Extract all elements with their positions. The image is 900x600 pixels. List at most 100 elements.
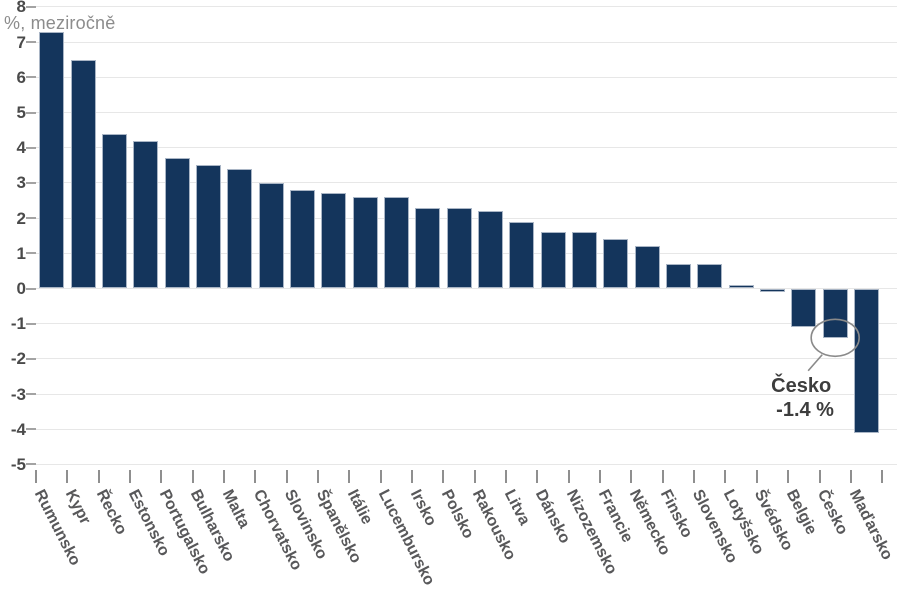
x-axis-tick xyxy=(317,470,320,483)
x-axis-tick xyxy=(97,470,100,483)
bar xyxy=(227,168,253,289)
x-axis-label: Malta xyxy=(218,487,253,532)
x-axis-tick xyxy=(442,470,445,483)
bar xyxy=(822,288,848,338)
x-axis-tick xyxy=(411,470,414,483)
x-axis-tick xyxy=(849,470,852,483)
x-axis-label: Itálie xyxy=(343,487,376,528)
x-axis-tick xyxy=(724,470,727,483)
x-axis-label: Irsko xyxy=(406,487,440,529)
y-axis-label: -3 xyxy=(10,384,26,404)
bar xyxy=(289,189,315,289)
gridline xyxy=(29,393,897,395)
bar xyxy=(39,31,65,289)
x-axis-tick xyxy=(567,470,570,483)
y-axis-tick xyxy=(26,5,36,8)
y-axis-label: 1 xyxy=(16,243,26,263)
annotation-value-label: -1.4 % xyxy=(776,398,834,421)
x-axis-tick xyxy=(693,470,696,483)
y-axis-label: 3 xyxy=(16,173,26,193)
bar xyxy=(133,140,159,289)
x-axis-tick xyxy=(818,470,821,483)
x-axis-tick xyxy=(129,470,132,483)
y-axis-tick xyxy=(26,428,36,431)
bar xyxy=(383,197,409,289)
gridline xyxy=(29,76,897,78)
y-axis-tick xyxy=(26,357,36,360)
bar xyxy=(603,239,629,289)
x-axis-tick xyxy=(285,470,288,483)
y-axis-label: -2 xyxy=(10,349,26,369)
x-axis-tick xyxy=(223,470,226,483)
bar xyxy=(728,284,754,289)
gridline xyxy=(29,323,897,325)
y-axis-label: 4 xyxy=(16,138,26,158)
bar xyxy=(195,165,221,289)
bar xyxy=(101,133,127,289)
gridline xyxy=(29,182,897,184)
bar xyxy=(446,207,472,289)
annotation-country-label: Česko xyxy=(771,374,832,397)
y-axis-tick xyxy=(26,146,36,149)
y-axis-tick xyxy=(26,76,36,79)
bar xyxy=(540,232,566,289)
x-axis-tick xyxy=(35,470,37,483)
bar xyxy=(415,207,441,289)
gridline xyxy=(29,112,897,114)
bar xyxy=(477,211,503,289)
x-axis-label: Kypr xyxy=(61,487,94,528)
bar xyxy=(759,288,785,293)
x-axis-tick xyxy=(755,470,758,483)
bar xyxy=(634,246,660,289)
chart-subtitle: %, meziročně xyxy=(4,13,116,33)
x-axis-tick xyxy=(536,470,539,483)
x-axis-tick xyxy=(254,470,257,483)
x-axis-tick xyxy=(473,470,476,483)
y-axis-label: -1 xyxy=(10,314,26,334)
y-axis-label: -4 xyxy=(10,419,26,439)
y-axis-tick xyxy=(26,111,36,114)
bar xyxy=(854,288,879,433)
gridline xyxy=(29,428,897,430)
y-axis-tick xyxy=(26,322,36,325)
gridline xyxy=(29,463,897,465)
y-axis-tick xyxy=(26,463,36,466)
x-axis-tick xyxy=(787,470,790,483)
x-axis-tick xyxy=(348,470,351,483)
bar xyxy=(321,193,347,289)
y-axis-tick xyxy=(26,217,36,220)
bar xyxy=(697,263,723,289)
x-axis-tick xyxy=(661,470,664,483)
y-axis-tick xyxy=(26,393,36,396)
x-axis-tick xyxy=(160,470,163,483)
bar xyxy=(258,182,284,289)
x-axis-tick xyxy=(630,470,633,483)
x-axis-tick xyxy=(191,470,194,483)
gridline xyxy=(29,41,897,43)
y-axis-tick xyxy=(26,287,36,290)
x-axis-tick xyxy=(881,470,884,483)
bar xyxy=(164,158,190,289)
bar xyxy=(791,288,817,328)
bar xyxy=(665,263,691,289)
y-axis-label: 8 xyxy=(16,0,26,17)
y-axis-label: 2 xyxy=(16,208,26,228)
x-axis-tick xyxy=(505,470,508,483)
gridline xyxy=(29,6,897,8)
y-axis-label: 6 xyxy=(16,67,26,87)
y-axis-tick xyxy=(26,41,36,44)
bar xyxy=(70,59,96,289)
bar xyxy=(571,232,597,289)
y-axis-tick xyxy=(26,252,36,255)
bar xyxy=(509,221,535,289)
bar xyxy=(352,197,378,289)
y-axis-label: 7 xyxy=(16,32,26,52)
x-axis-tick xyxy=(66,470,69,483)
y-axis-label: -5 xyxy=(10,454,26,474)
y-axis-tick xyxy=(26,181,36,184)
gridline xyxy=(29,147,897,149)
gridline xyxy=(29,288,897,289)
x-axis-label: Maďarsko xyxy=(845,487,896,563)
x-axis-tick xyxy=(599,470,602,483)
